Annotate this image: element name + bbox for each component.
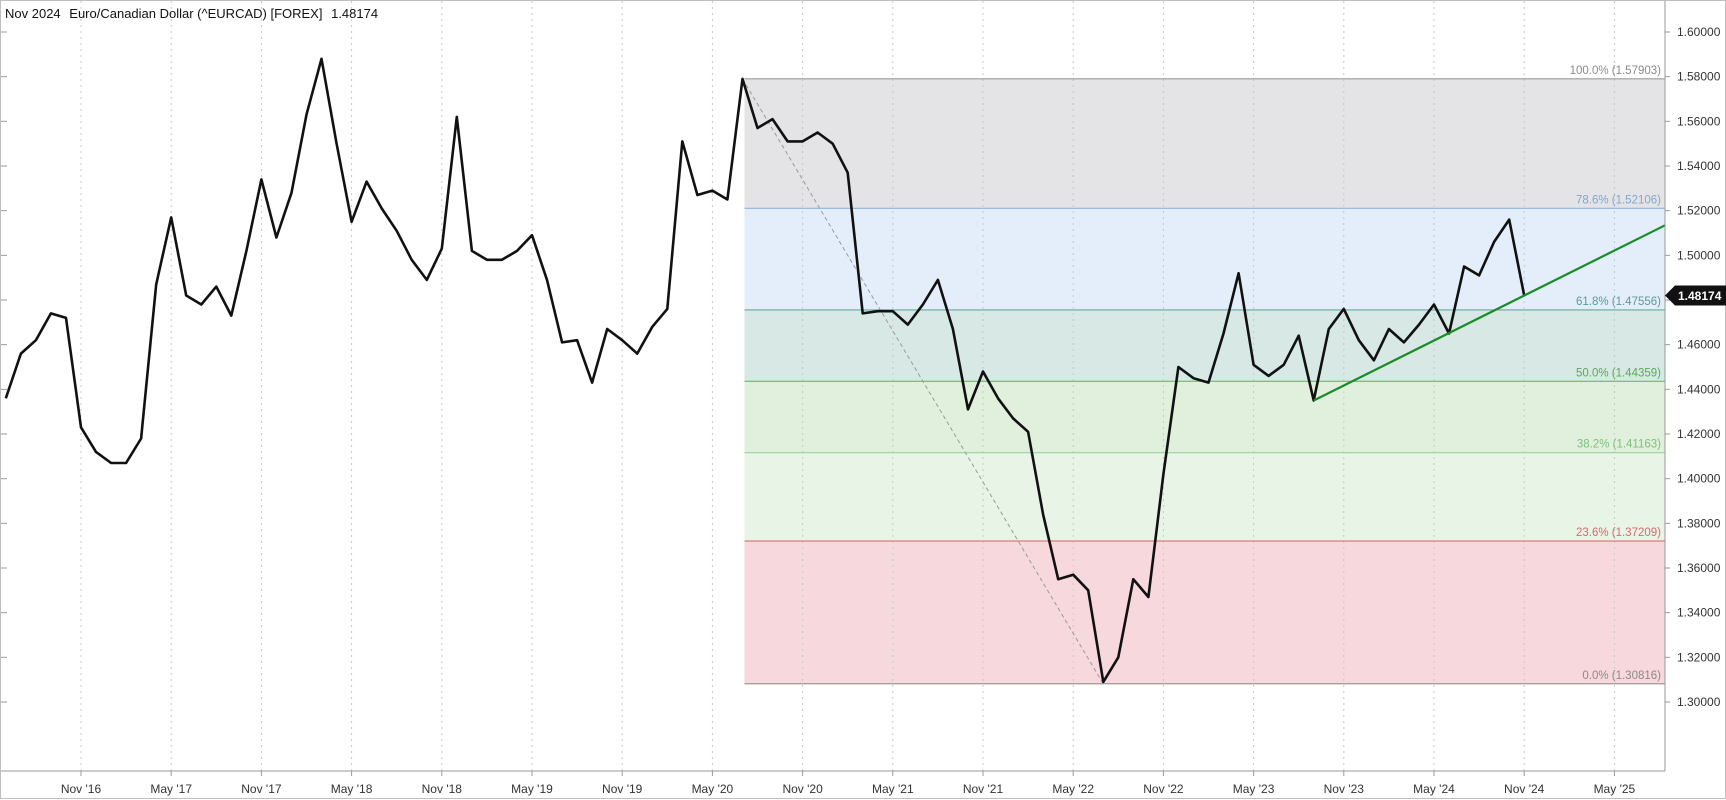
- header-instrument: Euro/Canadian Dollar (^EURCAD) [FOREX]: [69, 6, 323, 21]
- y-tick-label: 1.54000: [1677, 159, 1721, 173]
- fib-level-label: 61.8% (1.47556): [1576, 296, 1661, 308]
- x-tick-label: May '21: [872, 782, 914, 796]
- chart-header: Nov 2024 Euro/Canadian Dollar (^EURCAD) …: [5, 6, 383, 21]
- fib-band: [744, 309, 1665, 382]
- x-tick-label: May '25: [1594, 782, 1636, 796]
- y-tick-label: 1.34000: [1677, 606, 1721, 620]
- x-tick-label: May '20: [692, 782, 734, 796]
- series: [4, 57, 1526, 684]
- last-price-marker: [1665, 285, 1726, 306]
- fib-band: [744, 78, 1665, 209]
- fib-level-label: 78.6% (1.52106): [1576, 194, 1661, 206]
- fib-level-label: 38.2% (1.41163): [1577, 439, 1661, 451]
- y-tick-label: 1.52000: [1677, 204, 1721, 218]
- header-last-price: 1.48174: [331, 6, 379, 21]
- y-tick-label: 1.44000: [1677, 382, 1721, 396]
- price-series-line: [4, 57, 1526, 684]
- fib-level-label: 23.6% (1.37209): [1576, 527, 1661, 539]
- fibonacci-labels: 100.0% (1.57903) 78.6% (1.52106) 61.8% (1.…: [1570, 65, 1662, 682]
- y-tick-label: 1.32000: [1677, 650, 1721, 664]
- y-tick-label: 1.30000: [1677, 695, 1721, 709]
- support-trendline: [1313, 224, 1666, 402]
- y-tick-label: 1.42000: [1677, 427, 1721, 441]
- x-tick-label: Nov '24: [1504, 782, 1545, 796]
- x-tick-label: Nov '21: [963, 782, 1004, 796]
- x-tick-label: Nov '20: [782, 782, 823, 796]
- y-tick-label: 1.36000: [1677, 561, 1721, 575]
- x-tick-label: Nov '19: [602, 782, 643, 796]
- fib-level-label: 100.0% (1.57903): [1570, 65, 1662, 77]
- y-tick-label: 1.56000: [1677, 114, 1721, 128]
- x-tick-label: May '19: [511, 782, 553, 796]
- x-tick-label: May '23: [1233, 782, 1275, 796]
- y-tick-label: 1.46000: [1677, 338, 1721, 352]
- last-price-label: 1.48174: [1678, 289, 1722, 303]
- y-tick-label: 1.50000: [1677, 248, 1721, 262]
- fib-band: [744, 540, 1665, 684]
- x-tick-label: Nov '18: [422, 782, 463, 796]
- fibonacci-diagonal: [742, 78, 1104, 685]
- y-tick-label: 1.40000: [1677, 472, 1721, 486]
- fib-band: [744, 381, 1665, 453]
- fibonacci-lines: [744, 78, 1665, 685]
- trendline: [1313, 224, 1666, 402]
- x-tick-label: May '17: [150, 782, 192, 796]
- y-tick-label: 1.60000: [1677, 25, 1721, 39]
- x-tick-label: May '18: [331, 782, 373, 796]
- x-tick-label: Nov '23: [1324, 782, 1365, 796]
- fib-diagonal-line: [742, 78, 1104, 685]
- y-tick-label: 1.38000: [1677, 516, 1721, 530]
- fib-level-label: 50.0% (1.44359): [1576, 367, 1661, 379]
- x-tick-label: May '24: [1413, 782, 1455, 796]
- x-tick-label: May '22: [1052, 782, 1094, 796]
- fib-band: [744, 452, 1665, 541]
- x-tick-label: Nov '17: [241, 782, 282, 796]
- y-tick-label: 1.58000: [1677, 70, 1721, 84]
- x-tick-label: Nov '22: [1143, 782, 1184, 796]
- header-date: Nov 2024: [5, 6, 61, 21]
- x-tick-label: Nov '16: [61, 782, 102, 796]
- fib-level-label: 0.0% (1.30816): [1582, 670, 1661, 682]
